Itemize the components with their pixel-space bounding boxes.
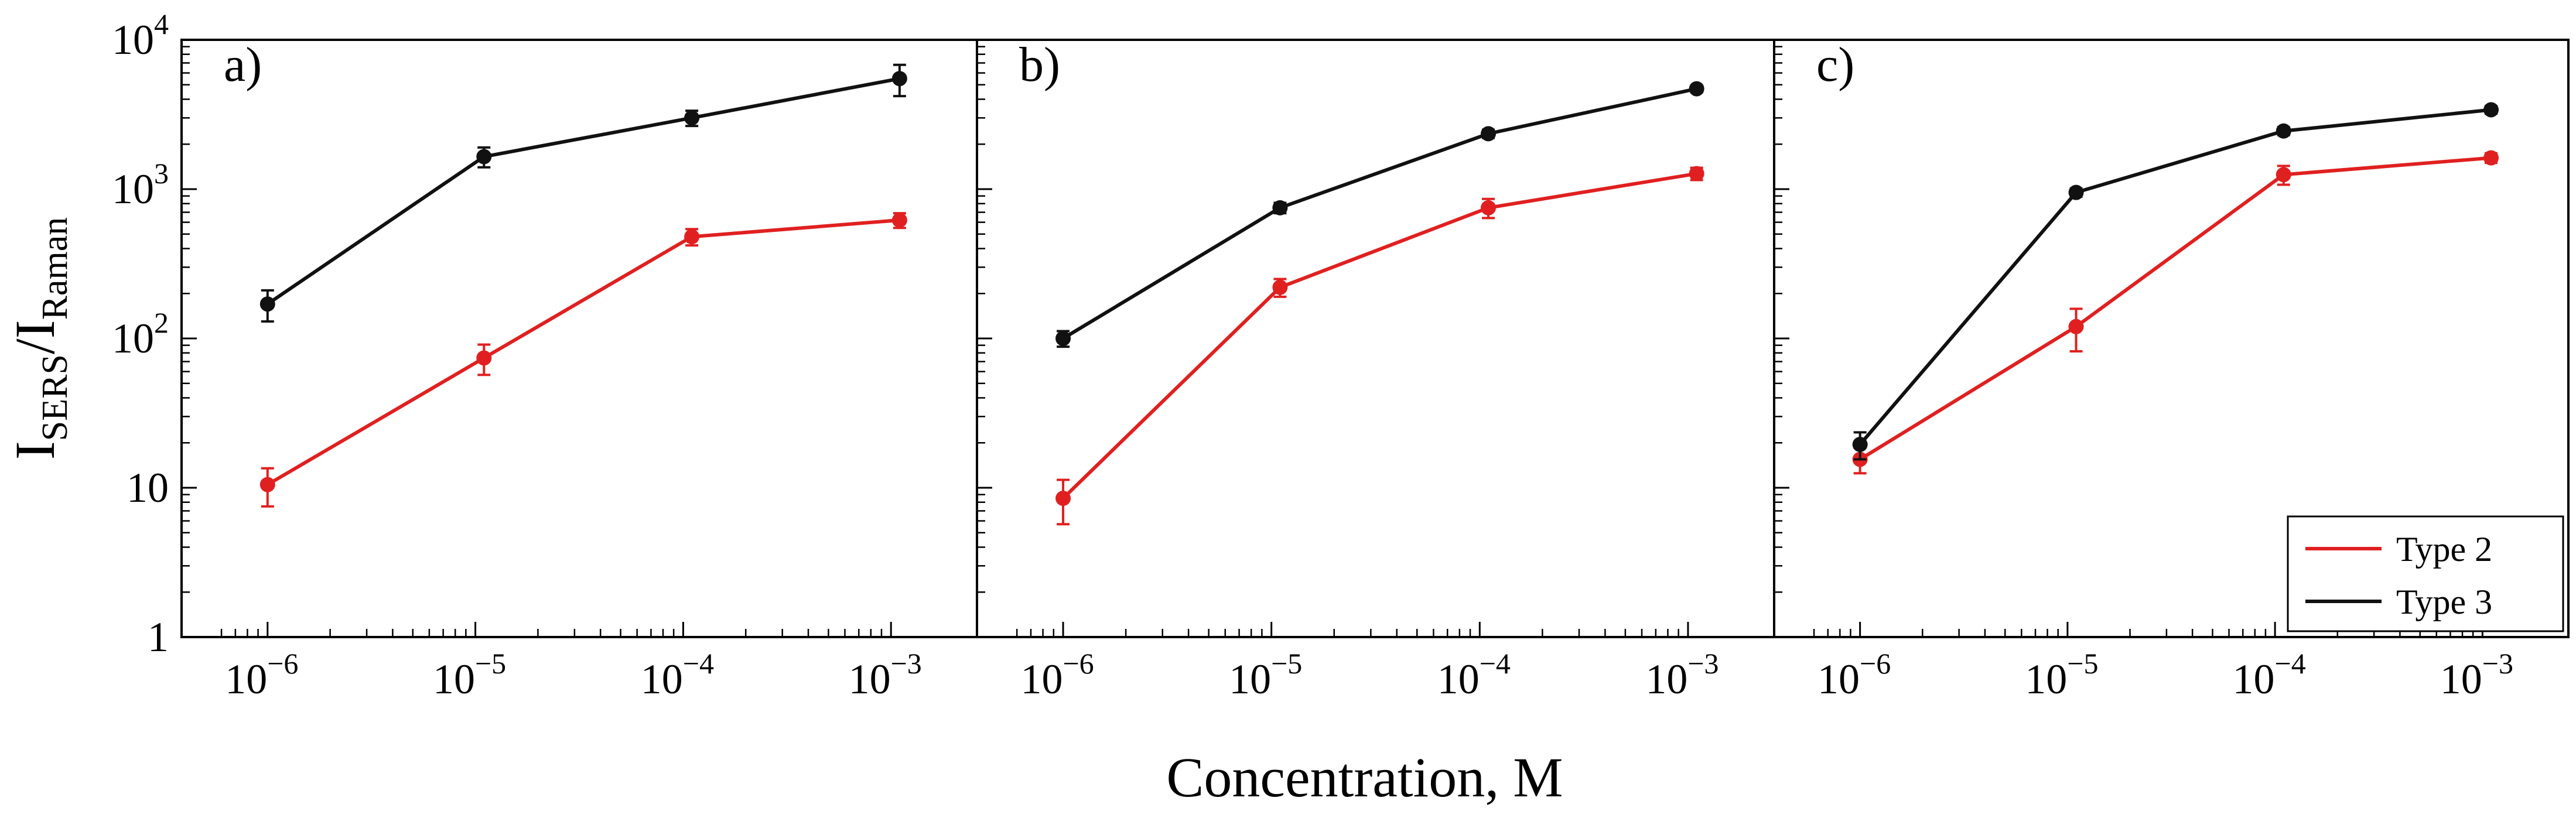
x-tick-exponent: −4 <box>683 647 714 680</box>
data-point <box>891 212 907 228</box>
y-title-sub-1: SERS <box>35 354 75 441</box>
x-tick-base: 10 <box>2233 656 2275 703</box>
series-line-type-3 <box>267 77 900 306</box>
data-point <box>2483 150 2499 166</box>
x-tick-label: 10−5 <box>2025 647 2098 703</box>
x-tick-base: 10 <box>1437 656 1480 703</box>
data-point <box>2068 319 2084 334</box>
data-point <box>1689 166 1704 182</box>
series-line-type-2 <box>1061 172 1697 500</box>
x-tick-base: 10 <box>849 656 891 703</box>
panel-label: b) <box>1019 37 1060 92</box>
x-tick-exponent: −6 <box>1062 647 1094 680</box>
data-point <box>1055 490 1071 506</box>
series-line-type-2 <box>1859 156 2492 461</box>
y-tick-exponent: 4 <box>154 8 169 40</box>
x-tick-exponent: −5 <box>475 647 506 680</box>
y-title-slash: / <box>4 338 66 354</box>
data-point <box>1272 200 1288 215</box>
y-tick-base: 1 <box>148 614 169 660</box>
x-tick-base: 10 <box>2025 656 2067 703</box>
data-point <box>684 110 700 126</box>
x-tick-exponent: −4 <box>1480 647 1511 680</box>
x-tick-base: 10 <box>1020 656 1062 703</box>
data-point <box>259 477 275 492</box>
x-tick-label: 10−6 <box>1020 647 1094 703</box>
data-point <box>684 229 700 245</box>
data-point <box>2276 123 2291 139</box>
x-tick-label: 10−4 <box>641 647 714 703</box>
series-line-type-2 <box>267 218 900 487</box>
data-point <box>476 149 492 165</box>
data-point <box>476 350 492 366</box>
data-point <box>2483 102 2499 118</box>
x-tick-exponent: −3 <box>1687 647 1719 680</box>
y-tick-base: 10 <box>112 166 154 213</box>
y-tick-label: 10 <box>127 464 169 511</box>
x-tick-base: 10 <box>1645 656 1687 703</box>
y-tick-label: 102 <box>112 306 169 362</box>
x-tick-exponent: −4 <box>2275 647 2306 680</box>
x-tick-base: 10 <box>1817 656 1860 703</box>
series-line-type-3 <box>1062 87 1697 340</box>
x-tick-exponent: −6 <box>1860 647 1891 680</box>
x-tick-label: 10−6 <box>225 647 298 703</box>
y-title-main-2: I <box>4 320 66 338</box>
panel-label: a) <box>224 37 262 92</box>
y-axis-title: ISERS/IRaman <box>4 217 75 460</box>
y-tick-label: 104 <box>112 8 169 63</box>
x-tick-label: 10−4 <box>2233 647 2306 703</box>
data-point <box>1055 331 1071 346</box>
y-tick-base: 10 <box>112 16 154 63</box>
y-tick-exponent: 3 <box>154 157 169 190</box>
data-point <box>891 71 907 87</box>
y-title-sub-2: Raman <box>35 217 75 320</box>
x-tick-base: 10 <box>1229 656 1271 703</box>
data-point <box>1481 200 1497 215</box>
data-point <box>2276 167 2291 183</box>
data-point <box>1852 437 1868 453</box>
x-axis-title: Concentration, M <box>1166 746 1563 809</box>
x-tick-base: 10 <box>225 656 267 703</box>
data-point <box>1689 81 1704 97</box>
x-tick-exponent: −6 <box>267 647 298 680</box>
series-line-type-3 <box>1858 108 2492 446</box>
x-tick-label: 10−3 <box>2440 647 2513 703</box>
x-tick-base: 10 <box>2440 656 2482 703</box>
legend-label: Type 3 <box>2396 583 2492 621</box>
data-point <box>1481 126 1497 142</box>
x-tick-exponent: −5 <box>2067 647 2098 680</box>
data-point <box>259 296 275 312</box>
y-tick-exponent: 2 <box>154 306 169 339</box>
x-tick-label: 10−4 <box>1437 647 1511 703</box>
y-tick-label: 1 <box>148 614 169 660</box>
x-tick-exponent: −3 <box>2482 647 2513 680</box>
x-tick-label: 10−5 <box>433 647 506 703</box>
x-tick-label: 10−3 <box>1645 647 1719 703</box>
x-tick-exponent: −5 <box>1271 647 1302 680</box>
y-tick-label: 103 <box>112 157 169 213</box>
panel-label: c) <box>1816 37 1854 92</box>
y-tick-base: 10 <box>127 464 169 511</box>
x-tick-base: 10 <box>641 656 683 703</box>
x-tick-exponent: −3 <box>891 647 922 680</box>
data-point <box>1272 279 1288 295</box>
y-title-main-1: I <box>4 441 66 460</box>
x-tick-label: 10−3 <box>849 647 922 703</box>
legend-label: Type 2 <box>2396 530 2492 569</box>
y-tick-base: 10 <box>112 315 154 362</box>
data-point <box>2068 184 2084 200</box>
x-tick-label: 10−6 <box>1817 647 1891 703</box>
x-tick-base: 10 <box>433 656 475 703</box>
x-tick-label: 10−5 <box>1229 647 1302 703</box>
legend-box <box>2287 515 2564 632</box>
